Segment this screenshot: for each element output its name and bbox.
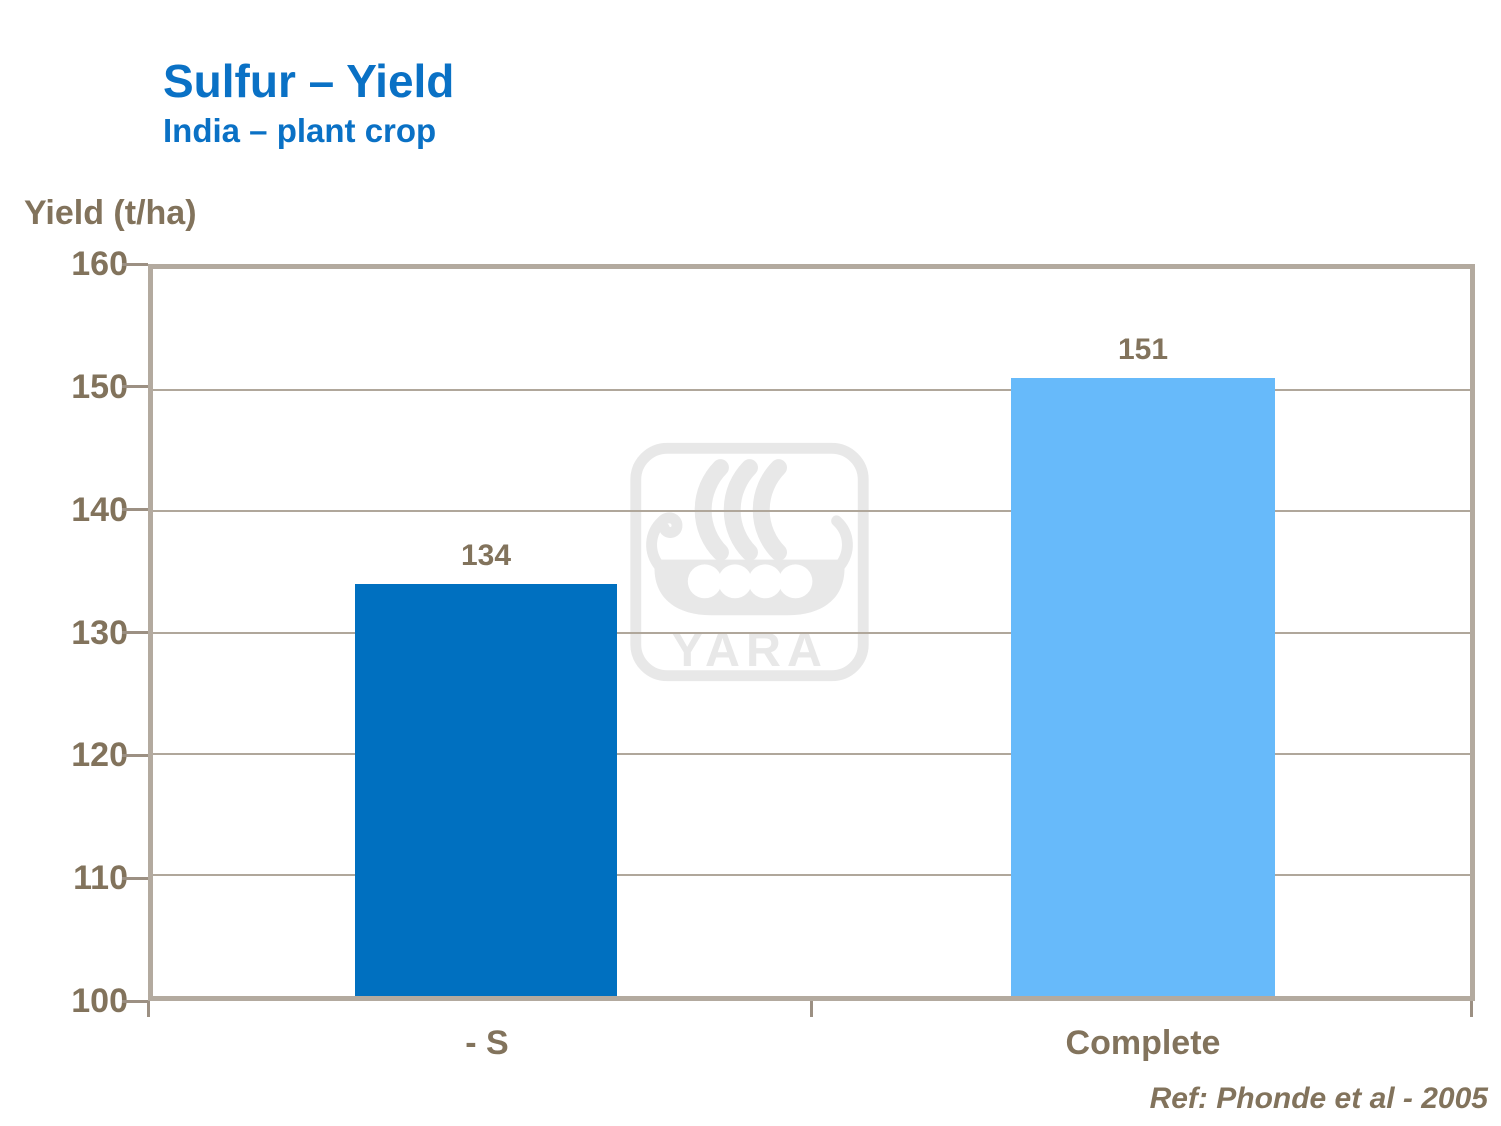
- chart-title: Sulfur – Yield: [163, 55, 455, 107]
- gridline: [153, 631, 1470, 634]
- y-axis-tick-label: 100: [71, 982, 128, 1020]
- sail-icon: [752, 459, 788, 561]
- category-label-minus-s: - S: [465, 1024, 509, 1062]
- gridline: [153, 752, 1470, 755]
- y-axis-label: Yield (t/ha): [24, 194, 197, 232]
- bar-minus-s: [355, 584, 617, 996]
- x-axis-tick: [1470, 1001, 1473, 1017]
- y-axis-tick: [122, 385, 148, 389]
- y-axis-tick-label: 120: [71, 736, 128, 775]
- gridline: [153, 389, 1470, 392]
- y-axis-tick-label: 140: [71, 490, 128, 529]
- bar-complete: [1011, 378, 1275, 996]
- bar-value-label: 134: [460, 539, 512, 573]
- ship-shields-icon: [687, 564, 813, 599]
- x-axis-tick: [810, 1001, 813, 1017]
- plot-area: YARA 134 151: [148, 264, 1475, 1001]
- y-axis-tick-label: 150: [71, 367, 128, 406]
- y-axis-tick: [122, 876, 148, 880]
- y-axis-tick-label: 160: [71, 245, 128, 283]
- yara-watermark-logo: YARA: [630, 442, 869, 682]
- chart-subtitle: India – plant crop: [163, 112, 437, 149]
- watermark-frame: [630, 442, 869, 682]
- category-label-complete: Complete: [1065, 1024, 1221, 1062]
- y-axis-tick-label: 130: [71, 613, 128, 652]
- sail-icon: [723, 459, 758, 561]
- y-axis-tick: [122, 753, 148, 757]
- gridline: [153, 510, 1470, 513]
- bar-value-label: 151: [1117, 333, 1169, 367]
- x-axis-tick: [147, 1001, 150, 1017]
- y-axis-tick: [122, 508, 148, 512]
- reference-text: Ref: Phonde et al - 2005: [1149, 1082, 1488, 1115]
- y-axis-tick-label: 110: [73, 859, 128, 898]
- gridline: [153, 873, 1470, 876]
- y-axis-tick: [122, 999, 148, 1003]
- ship-prow-icon: [646, 512, 683, 573]
- y-axis-tick: [122, 262, 148, 266]
- y-axis-tick: [122, 631, 148, 634]
- sail-icon: [694, 459, 729, 561]
